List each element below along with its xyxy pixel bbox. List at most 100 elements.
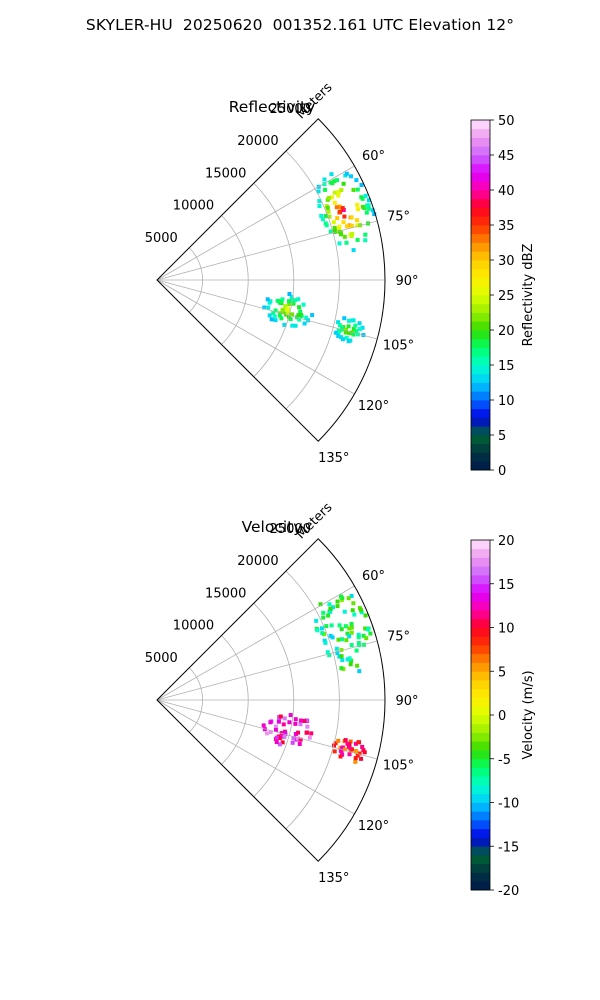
echo-pixel (353, 759, 358, 764)
echo-pixel (293, 298, 298, 303)
azimuth-spoke (156, 585, 355, 701)
colorbar-level (471, 697, 490, 707)
echo-pixel (346, 324, 351, 329)
echo-pixel (343, 624, 348, 629)
echo-pixel (309, 731, 314, 736)
echo-pixel (355, 753, 360, 758)
echo-pixel (340, 637, 345, 642)
echo-pixel (363, 232, 368, 237)
azimuth-tick-label: 75° (387, 629, 410, 644)
echo-pixel (323, 221, 328, 226)
echo-pixel (355, 207, 360, 212)
echo-pixel (293, 323, 298, 328)
colorbar-level (471, 741, 490, 751)
echo-pixel (349, 215, 354, 220)
echo-pixel (280, 307, 285, 312)
echo-pixel (307, 735, 312, 740)
echo-pixel (304, 718, 309, 723)
echo-pixel (273, 318, 278, 323)
echo-pixel (289, 299, 294, 304)
echo-pixel (355, 223, 360, 228)
echo-pixel (342, 609, 347, 614)
echo-pixel (339, 627, 344, 632)
echo-pixel (347, 626, 352, 631)
echo-pixel (353, 323, 358, 328)
radial-tick-label: 10000 (173, 619, 214, 634)
echo-pixel (328, 609, 333, 614)
colorbar-level (471, 540, 490, 550)
colorbar-level (471, 452, 490, 462)
echo-pixel (351, 187, 356, 192)
echo-pixel (285, 311, 290, 316)
echo-pixel (354, 749, 359, 754)
echo-pixel (335, 216, 340, 221)
echo-pixel (298, 737, 303, 742)
echo-pixel (361, 748, 366, 753)
echo-pixel (316, 189, 321, 194)
azimuth-tick-label: 60° (362, 149, 385, 164)
echo-pixel (360, 744, 365, 749)
colorbar-tick-label: 25 (498, 289, 515, 304)
echo-pixel (317, 204, 322, 209)
colorbar-level (471, 636, 490, 646)
echo-pixel (351, 326, 356, 331)
echo-pixel (354, 328, 359, 333)
echo-pixel (266, 305, 271, 310)
colorbar-tick-label: 5 (498, 665, 506, 680)
colorbar-level (471, 268, 490, 278)
echo-pixel (337, 241, 342, 246)
colorbar-level (471, 172, 490, 182)
page-title: SKYLER-HU 20250620 001352.161 UTC Elevat… (85, 16, 515, 34)
azimuth-tick-label: 60° (362, 569, 385, 584)
colorbar-level (471, 618, 490, 628)
echo-pixel (355, 202, 360, 207)
azimuth-tick-label: 135° (318, 451, 349, 466)
colorbar-level (471, 216, 490, 226)
colorbar-level (471, 793, 490, 803)
colorbar-level (471, 128, 490, 138)
echo-pixel (277, 313, 282, 318)
colorbar-level (471, 811, 490, 821)
echo-pixel (329, 623, 334, 628)
echo-pixel (363, 238, 368, 243)
colorbar-level (471, 277, 490, 287)
echo-pixel (346, 318, 351, 323)
echo-pixel (324, 624, 329, 629)
colorbar: 0 5 10 15 20 25 30 35 40 45 50 Reflectivity dBZ (470, 114, 536, 479)
echo-pixel (278, 714, 283, 719)
echo-pixel (347, 223, 352, 228)
echo-pixel (340, 337, 345, 342)
echo-pixel (353, 741, 358, 746)
echo-pixel (357, 669, 362, 674)
echo-pixel (344, 327, 349, 332)
radial-tick-label: 25000 (270, 102, 311, 117)
colorbar-level (471, 426, 490, 436)
colorbar-tick-label: -10 (498, 797, 519, 812)
echo-pixel (277, 299, 282, 304)
radial-tick-label: 5000 (145, 651, 178, 666)
azimuth-tick-label: 105° (383, 339, 414, 354)
colorbar-level (471, 645, 490, 655)
echo-pixel (347, 752, 352, 757)
echo-pixel (327, 214, 332, 219)
echo-pixel (301, 302, 306, 307)
echo-pixel (333, 330, 338, 335)
echo-pixel (337, 654, 342, 659)
colorbar-level (471, 592, 490, 602)
echo-pixel (364, 210, 369, 215)
echo-pixel (286, 307, 291, 312)
echo-pixel (332, 749, 337, 754)
azimuth-spoke (156, 699, 378, 760)
echo-pixel (349, 630, 354, 635)
echo-pixel (335, 178, 340, 183)
colorbar: -20 -15 -10 -5 0 5 10 15 20 Velocity (m/s) (470, 534, 536, 899)
echo-pixel (342, 234, 347, 239)
colorbar-level (471, 303, 490, 313)
colorbar-level (471, 680, 490, 690)
echo-pixel (365, 627, 370, 632)
echo-pixel (273, 308, 278, 313)
azimuth-tick-label: 105° (383, 759, 414, 774)
radial-tick-label: 5000 (145, 231, 178, 246)
echo-pixel (329, 195, 334, 200)
